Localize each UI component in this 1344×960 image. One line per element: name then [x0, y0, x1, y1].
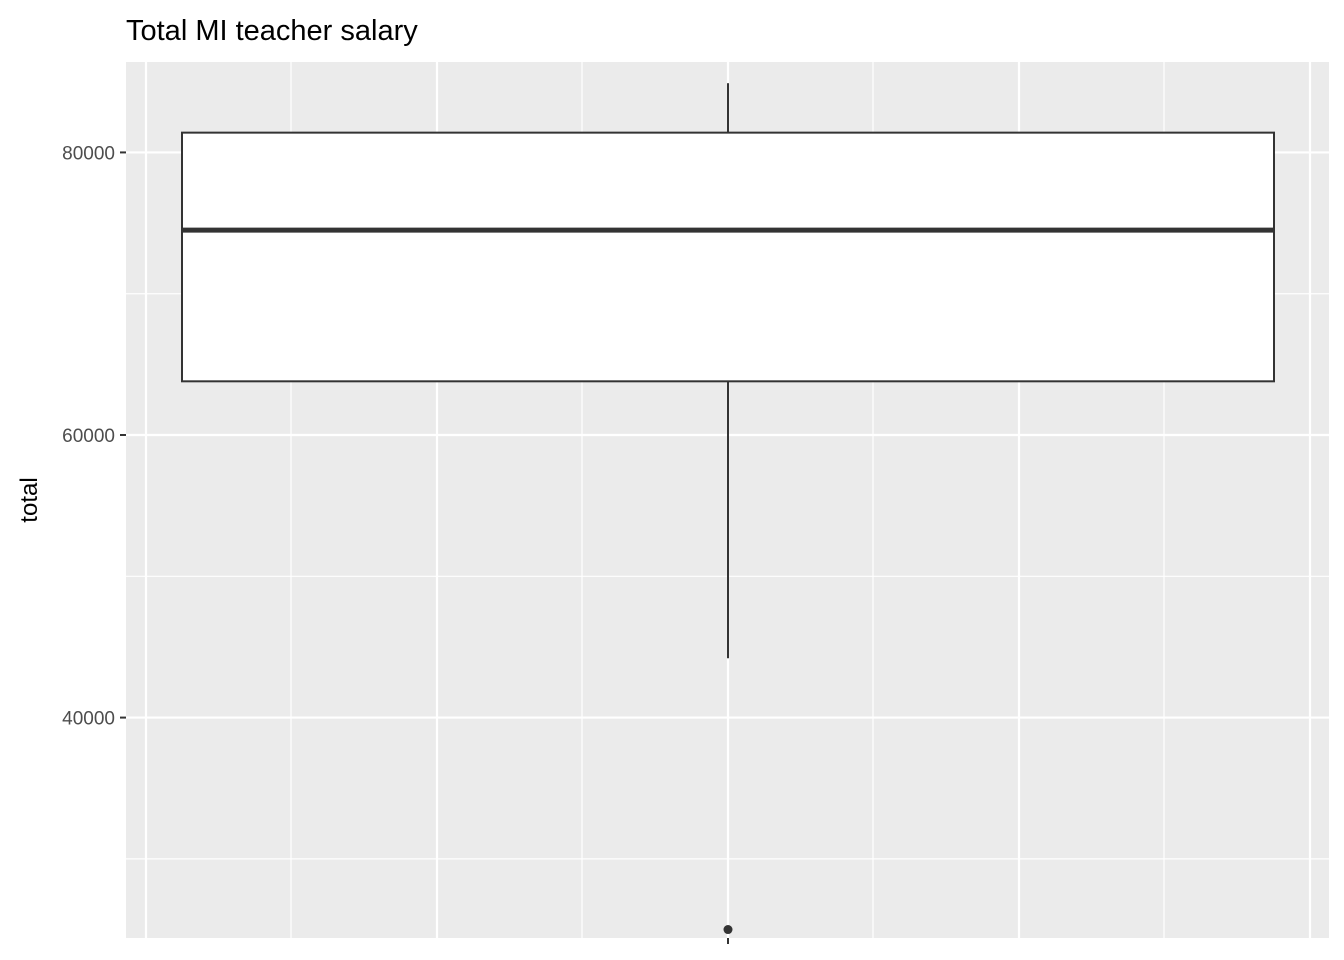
box-layer	[181, 83, 1275, 935]
y-tick-label: 80000	[62, 143, 115, 164]
y-axis-title: total	[16, 477, 43, 522]
y-tick-label: 40000	[62, 709, 115, 730]
y-axis: 40000 60000 80000	[62, 143, 729, 944]
outlier-point	[723, 925, 733, 935]
chart-title: Total MI teacher salary	[126, 15, 418, 47]
y-tick-label: 60000	[62, 426, 115, 447]
interquartile-box	[181, 131, 1275, 383]
